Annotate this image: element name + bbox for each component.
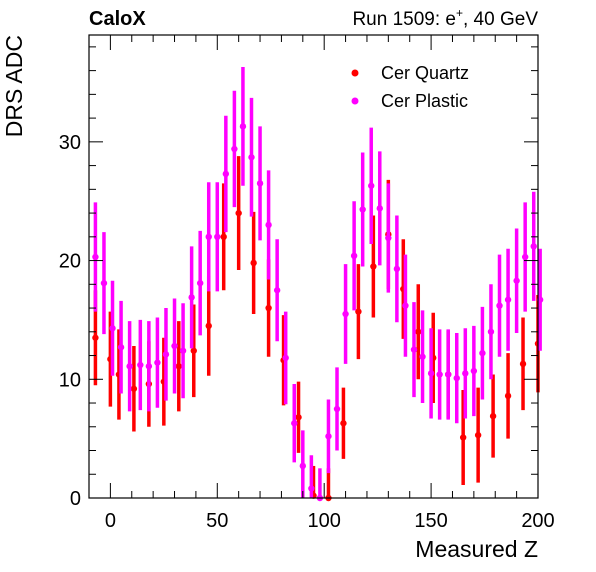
x-axis-label: Measured Z: [415, 536, 538, 562]
data-point: [487, 328, 495, 335]
data-point: [239, 123, 247, 130]
data-point: [333, 405, 341, 413]
run-label-suffix: , 40 GeV: [463, 9, 538, 30]
data-point: [370, 263, 377, 270]
x-tick-label: 0: [105, 510, 116, 532]
data-point: [92, 334, 99, 341]
data-point: [368, 182, 375, 189]
data-point: [521, 253, 529, 261]
data-point: [359, 206, 366, 213]
data-point: [393, 265, 401, 273]
x-tick-label: 50: [206, 510, 228, 532]
data-point: [402, 302, 409, 309]
data-point: [436, 371, 443, 378]
data-point: [530, 243, 537, 250]
data-point: [179, 347, 187, 354]
data-point: [453, 374, 460, 382]
data-point: [126, 363, 133, 370]
data-point: [248, 154, 255, 161]
legend-label: Cer Quartz: [381, 63, 469, 83]
data-point: [154, 359, 161, 366]
data-point: [175, 363, 182, 370]
series-1: [92, 67, 544, 502]
legend-entry: Cer Quartz: [351, 63, 469, 83]
axes: 0 50 100 150 200 0 10 20 30: [59, 34, 555, 532]
data-point: [92, 253, 99, 261]
legend-entry: Cer Plastic: [351, 91, 468, 111]
x-tick-label: 150: [414, 510, 447, 532]
y-tick-label: 0: [70, 488, 81, 510]
data-point: [220, 233, 227, 241]
data-point: [205, 233, 212, 241]
y-tick-label: 20: [59, 251, 81, 273]
data-point: [340, 420, 347, 427]
data-point: [342, 310, 349, 318]
data-point: [214, 233, 221, 241]
data-point: [504, 296, 512, 303]
data-point: [410, 346, 418, 353]
data-point: [504, 392, 512, 400]
data-point: [100, 279, 108, 287]
data-point: [513, 277, 520, 284]
data-point: [462, 370, 469, 377]
plot-marks: [92, 67, 544, 502]
data-point: [145, 363, 153, 370]
legend-label: Cer Plastic: [381, 91, 468, 111]
data-point: [291, 420, 298, 427]
experiment-label: CaloX: [89, 8, 146, 30]
y-axis-label: DRS ADC: [1, 35, 27, 137]
data-point: [385, 234, 392, 242]
x-tick-label: 200: [521, 510, 554, 532]
data-point: [325, 433, 332, 440]
run-label-sup: +: [456, 6, 463, 20]
data-point: [265, 221, 272, 229]
data-point: [350, 252, 358, 260]
data-point: [250, 259, 257, 267]
y-tick-label: 10: [59, 369, 81, 391]
data-point: [205, 322, 212, 330]
legend-marker: [351, 97, 359, 105]
data-point: [489, 412, 497, 420]
data-point: [171, 342, 178, 350]
legend: Cer Quartz Cer Plastic: [351, 63, 469, 111]
data-point: [282, 354, 289, 362]
data-point: [295, 414, 302, 421]
legend-marker: [351, 69, 359, 77]
data-point: [109, 325, 116, 332]
data-point: [415, 328, 422, 335]
run-label-prefix: Run 1509: e: [352, 9, 456, 30]
data-point: [137, 361, 144, 369]
data-point: [308, 485, 315, 492]
data-point: [445, 371, 452, 378]
data-point: [519, 360, 527, 368]
data-point: [459, 434, 467, 441]
data-point: [235, 209, 242, 217]
data-point: [196, 279, 204, 287]
data-point: [419, 353, 426, 360]
data-point: [355, 308, 362, 315]
data-point: [190, 347, 197, 354]
data-point: [265, 304, 272, 312]
data-point: [470, 367, 478, 375]
data-point: [496, 302, 503, 309]
data-point: [231, 145, 238, 153]
run-label: Run 1509: e+, 40 GeV: [352, 6, 538, 30]
data-point: [222, 170, 230, 178]
data-point: [188, 294, 195, 301]
data-point: [427, 370, 435, 377]
data-point: [474, 431, 482, 439]
data-point: [299, 462, 307, 470]
data-point: [117, 344, 125, 351]
data-point: [479, 349, 486, 357]
data-point: [130, 385, 138, 392]
plot-frame: [88, 34, 539, 499]
data-point: [256, 180, 264, 187]
x-tick-label: 100: [308, 510, 341, 532]
data-point: [376, 205, 383, 212]
data-point: [162, 351, 170, 358]
y-tick-label: 30: [59, 132, 81, 154]
data-point: [273, 287, 281, 294]
